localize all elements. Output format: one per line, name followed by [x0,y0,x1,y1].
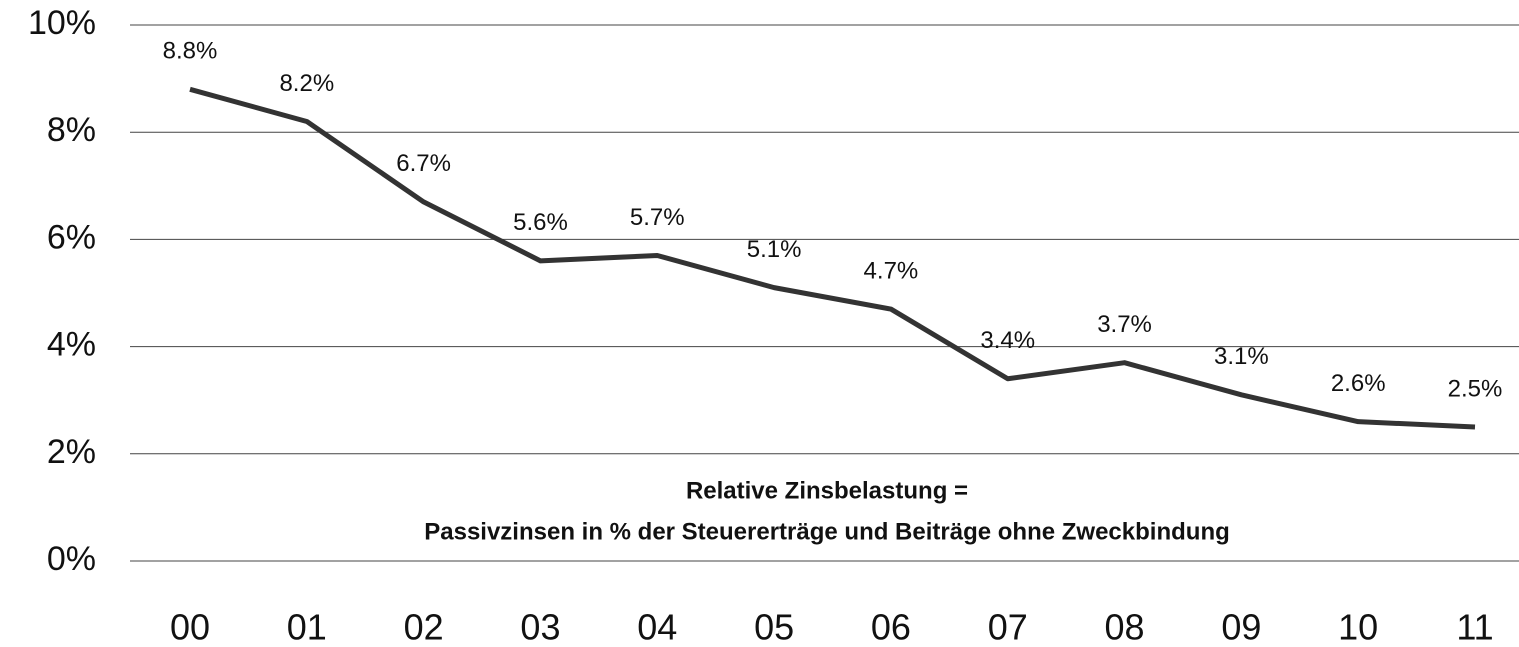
y-tick-label: 6% [47,218,96,256]
data-label: 8.8% [163,38,218,65]
x-tick-label: 05 [754,607,794,647]
x-tick-label: 00 [170,607,210,647]
y-tick-label: 0% [47,540,96,578]
x-tick-label: 03 [520,607,560,647]
x-tick-label: 08 [1105,607,1145,647]
data-label: 8.2% [279,70,334,97]
x-tick-label: 04 [637,607,677,647]
x-tick-label: 11 [1456,607,1493,647]
data-label: 3.1% [1214,343,1269,370]
data-label: 2.6% [1331,370,1386,397]
y-tick-label: 4% [47,326,96,364]
data-label: 5.6% [513,209,568,236]
annotation: Passivzinsen in % der Steuererträge und … [424,518,1230,545]
x-tick-label: 02 [404,607,444,647]
data-label: 6.7% [396,150,451,177]
data-label: 3.4% [980,327,1035,354]
x-tick-label: 06 [871,607,911,647]
data-label: 4.7% [864,257,919,284]
y-tick-label: 8% [47,111,96,149]
x-tick-label: 09 [1221,607,1261,647]
annotation: Relative Zinsbelastung = [686,477,968,504]
x-tick-label: 07 [988,607,1028,647]
x-tick-label: 01 [287,607,327,647]
data-label: 2.5% [1448,375,1503,402]
data-line [189,86,1476,430]
data-label: 3.7% [1097,311,1152,338]
y-tick-label: 10% [28,4,96,42]
y-tick-label: 2% [47,433,96,471]
data-label: 5.1% [747,236,802,263]
data-label: 5.7% [630,204,685,231]
x-tick-label: 10 [1338,607,1378,647]
